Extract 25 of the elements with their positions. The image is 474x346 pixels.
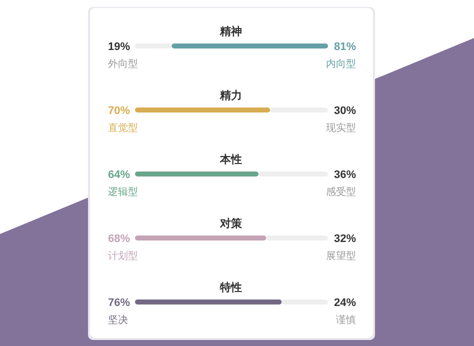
data-label: 64% [108, 169, 130, 181]
series-label: 外向型 [108, 58, 138, 70]
data-label: 36% [334, 169, 356, 181]
series-label: 坚决 [108, 314, 128, 326]
series-label: 逻辑型 [108, 186, 138, 198]
data-label: 70% [108, 105, 130, 117]
series-label: 谨慎 [336, 314, 356, 326]
data-label: 68% [108, 233, 130, 245]
data-label: 19% [108, 41, 130, 53]
chart-title: 本性 [219, 153, 242, 166]
series-label: 内向型 [326, 58, 356, 70]
data-label: 24% [334, 297, 356, 309]
data-label: 81% [334, 41, 356, 53]
chart-title: 精神 [219, 25, 242, 38]
series-label: 计划型 [108, 250, 138, 262]
series-label: 展望型 [326, 250, 356, 262]
chart-title: 特性 [219, 281, 242, 294]
series-label: 直觉型 [108, 122, 138, 134]
series-label: 现实型 [326, 122, 356, 134]
data-label: 32% [334, 233, 356, 245]
data-label: 76% [108, 297, 130, 309]
series-label: 感受型 [326, 186, 356, 198]
chart-title: 对策 [219, 217, 243, 230]
chart-title: 精力 [219, 89, 242, 102]
data-label: 30% [334, 105, 356, 117]
